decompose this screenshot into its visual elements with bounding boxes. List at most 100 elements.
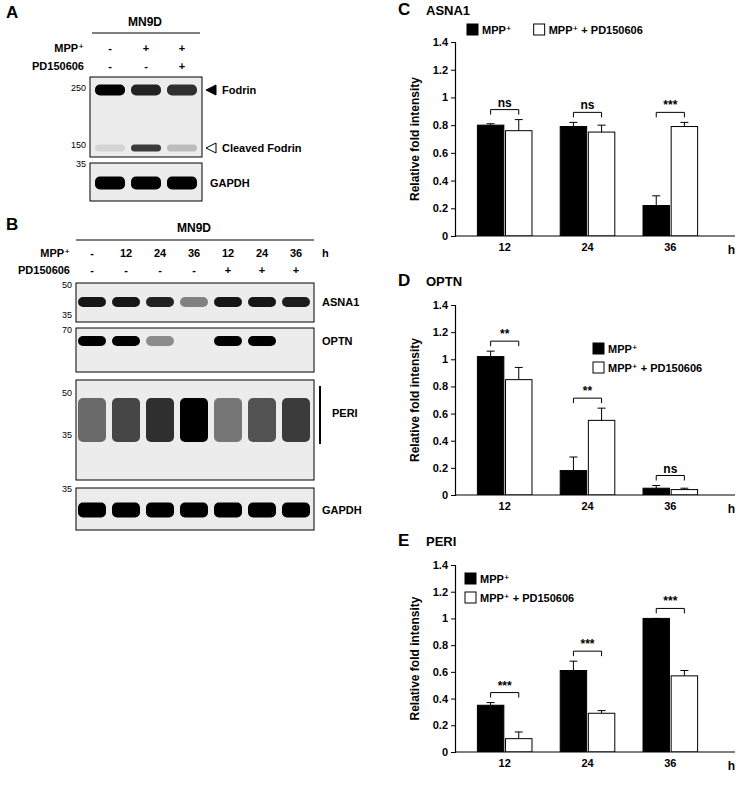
blot-band	[282, 336, 310, 346]
significance-label: ***	[498, 679, 512, 693]
blot-band	[78, 503, 106, 518]
x-tick-label: 12	[499, 500, 511, 512]
y-tick-mark	[451, 618, 455, 619]
error-bar-stem	[573, 457, 574, 471]
significance-annotations: ****ns	[491, 327, 685, 480]
error-bar-cap	[598, 125, 606, 126]
size-marker: 50	[62, 388, 72, 398]
band-bracket	[319, 386, 321, 444]
y-tick-mark	[451, 42, 455, 43]
lane-label: 12	[120, 247, 132, 259]
blot-band	[167, 145, 197, 152]
blot-band	[95, 177, 125, 190]
y-tick-label: 1.2	[433, 326, 448, 338]
y-tick-mark	[451, 441, 455, 442]
error-bar-cap	[598, 408, 606, 409]
y-axis-line	[451, 306, 456, 496]
blot-band	[180, 503, 208, 518]
legend: MPP⁺MPP⁺ + PD150606	[467, 24, 643, 36]
bar	[477, 705, 503, 752]
error-bar-stem	[684, 122, 685, 126]
significance-label: ns	[498, 96, 512, 110]
y-axis-title: Relative fold intensity	[408, 338, 422, 462]
y-tick-mark	[451, 725, 455, 726]
error-bar-stem	[573, 122, 574, 126]
significance-label: ns	[580, 98, 594, 112]
y-tick-mark	[451, 468, 455, 469]
blot-band	[167, 85, 197, 96]
y-tick: 1.2	[433, 64, 455, 76]
lane-label: +	[293, 264, 299, 276]
y-tick-mark	[451, 125, 455, 126]
legend-item: MPP⁺	[465, 573, 510, 585]
y-tick: 0.2	[433, 719, 455, 731]
significance-bracket	[573, 651, 601, 656]
y-tick-label: 0.6	[433, 408, 448, 420]
error-bar-cap	[487, 123, 495, 124]
error-bar	[487, 703, 495, 706]
x-tick: 36	[664, 236, 676, 253]
lane-label: -	[108, 42, 112, 54]
y-tick-label: 1.4	[433, 299, 449, 311]
error-bar	[487, 351, 495, 356]
significance-bracket	[656, 608, 684, 613]
legend-swatch	[465, 592, 476, 603]
y-tick-label: 0.2	[433, 462, 448, 474]
lane-label: 36	[290, 247, 302, 259]
y-tick: 1.2	[433, 326, 455, 338]
lane-label: -	[144, 60, 148, 72]
y-tick-label: 0.2	[433, 202, 448, 214]
x-tick: 12	[499, 236, 511, 253]
y-tick-mark	[451, 672, 455, 673]
error-bar-stem	[518, 732, 519, 739]
bar	[560, 127, 586, 236]
size-marker: 35	[62, 310, 72, 320]
significance-annotations: *********	[491, 594, 685, 697]
bar	[671, 127, 697, 236]
bar	[506, 380, 532, 495]
error-bar-cap	[569, 457, 577, 458]
lane-label: -	[90, 264, 94, 276]
error-bar	[569, 122, 577, 126]
x-axis-title: h	[728, 759, 735, 773]
y-tick-mark	[451, 153, 455, 154]
condition-label: PD150606	[18, 264, 70, 276]
y-tick-label: 0.8	[433, 380, 448, 392]
lane-label: -	[192, 264, 196, 276]
legend-label: MPP⁺ + PD150606	[608, 362, 702, 374]
chart-title: ASNA1	[426, 3, 470, 18]
significance-label: ***	[663, 594, 677, 608]
panel-letter: D	[398, 271, 410, 290]
significance-bracket	[491, 341, 519, 346]
y-tick: 0.4	[433, 175, 455, 187]
error-bar-stem	[518, 120, 519, 131]
y-tick: 1.4	[433, 559, 455, 571]
significance-bracket	[656, 476, 684, 481]
blot-band	[214, 297, 242, 307]
bar	[588, 132, 614, 236]
x-tick: 24	[581, 752, 594, 769]
y-tick-label: 0.4	[433, 435, 449, 447]
significance-bracket	[656, 112, 684, 117]
y-tick: 0	[442, 746, 455, 758]
significance-bracket	[573, 398, 601, 403]
blot-band	[248, 336, 276, 346]
error-bar-stem	[573, 661, 574, 670]
error-bar	[680, 488, 688, 489]
blot-panel: AMN9DMPP⁺-++PD150606--+250150FodrinCleav…	[6, 3, 302, 201]
blot-band	[146, 398, 174, 442]
x-tick-label: 24	[581, 500, 594, 512]
significance-bracket	[491, 110, 519, 115]
blot-band	[180, 297, 208, 307]
condition-label: MPP⁺	[40, 247, 70, 259]
plot-marks	[477, 120, 697, 236]
lane-label: -	[108, 60, 112, 72]
band-label: PERI	[332, 407, 358, 419]
blot-band	[214, 398, 242, 442]
y-tick-label: 1.2	[433, 64, 448, 76]
blot-band	[167, 177, 197, 190]
y-axis-line	[451, 43, 456, 237]
legend-label: MPP⁺ + PD150606	[480, 592, 574, 604]
error-bar-stem	[684, 671, 685, 676]
error-bar	[569, 457, 577, 471]
